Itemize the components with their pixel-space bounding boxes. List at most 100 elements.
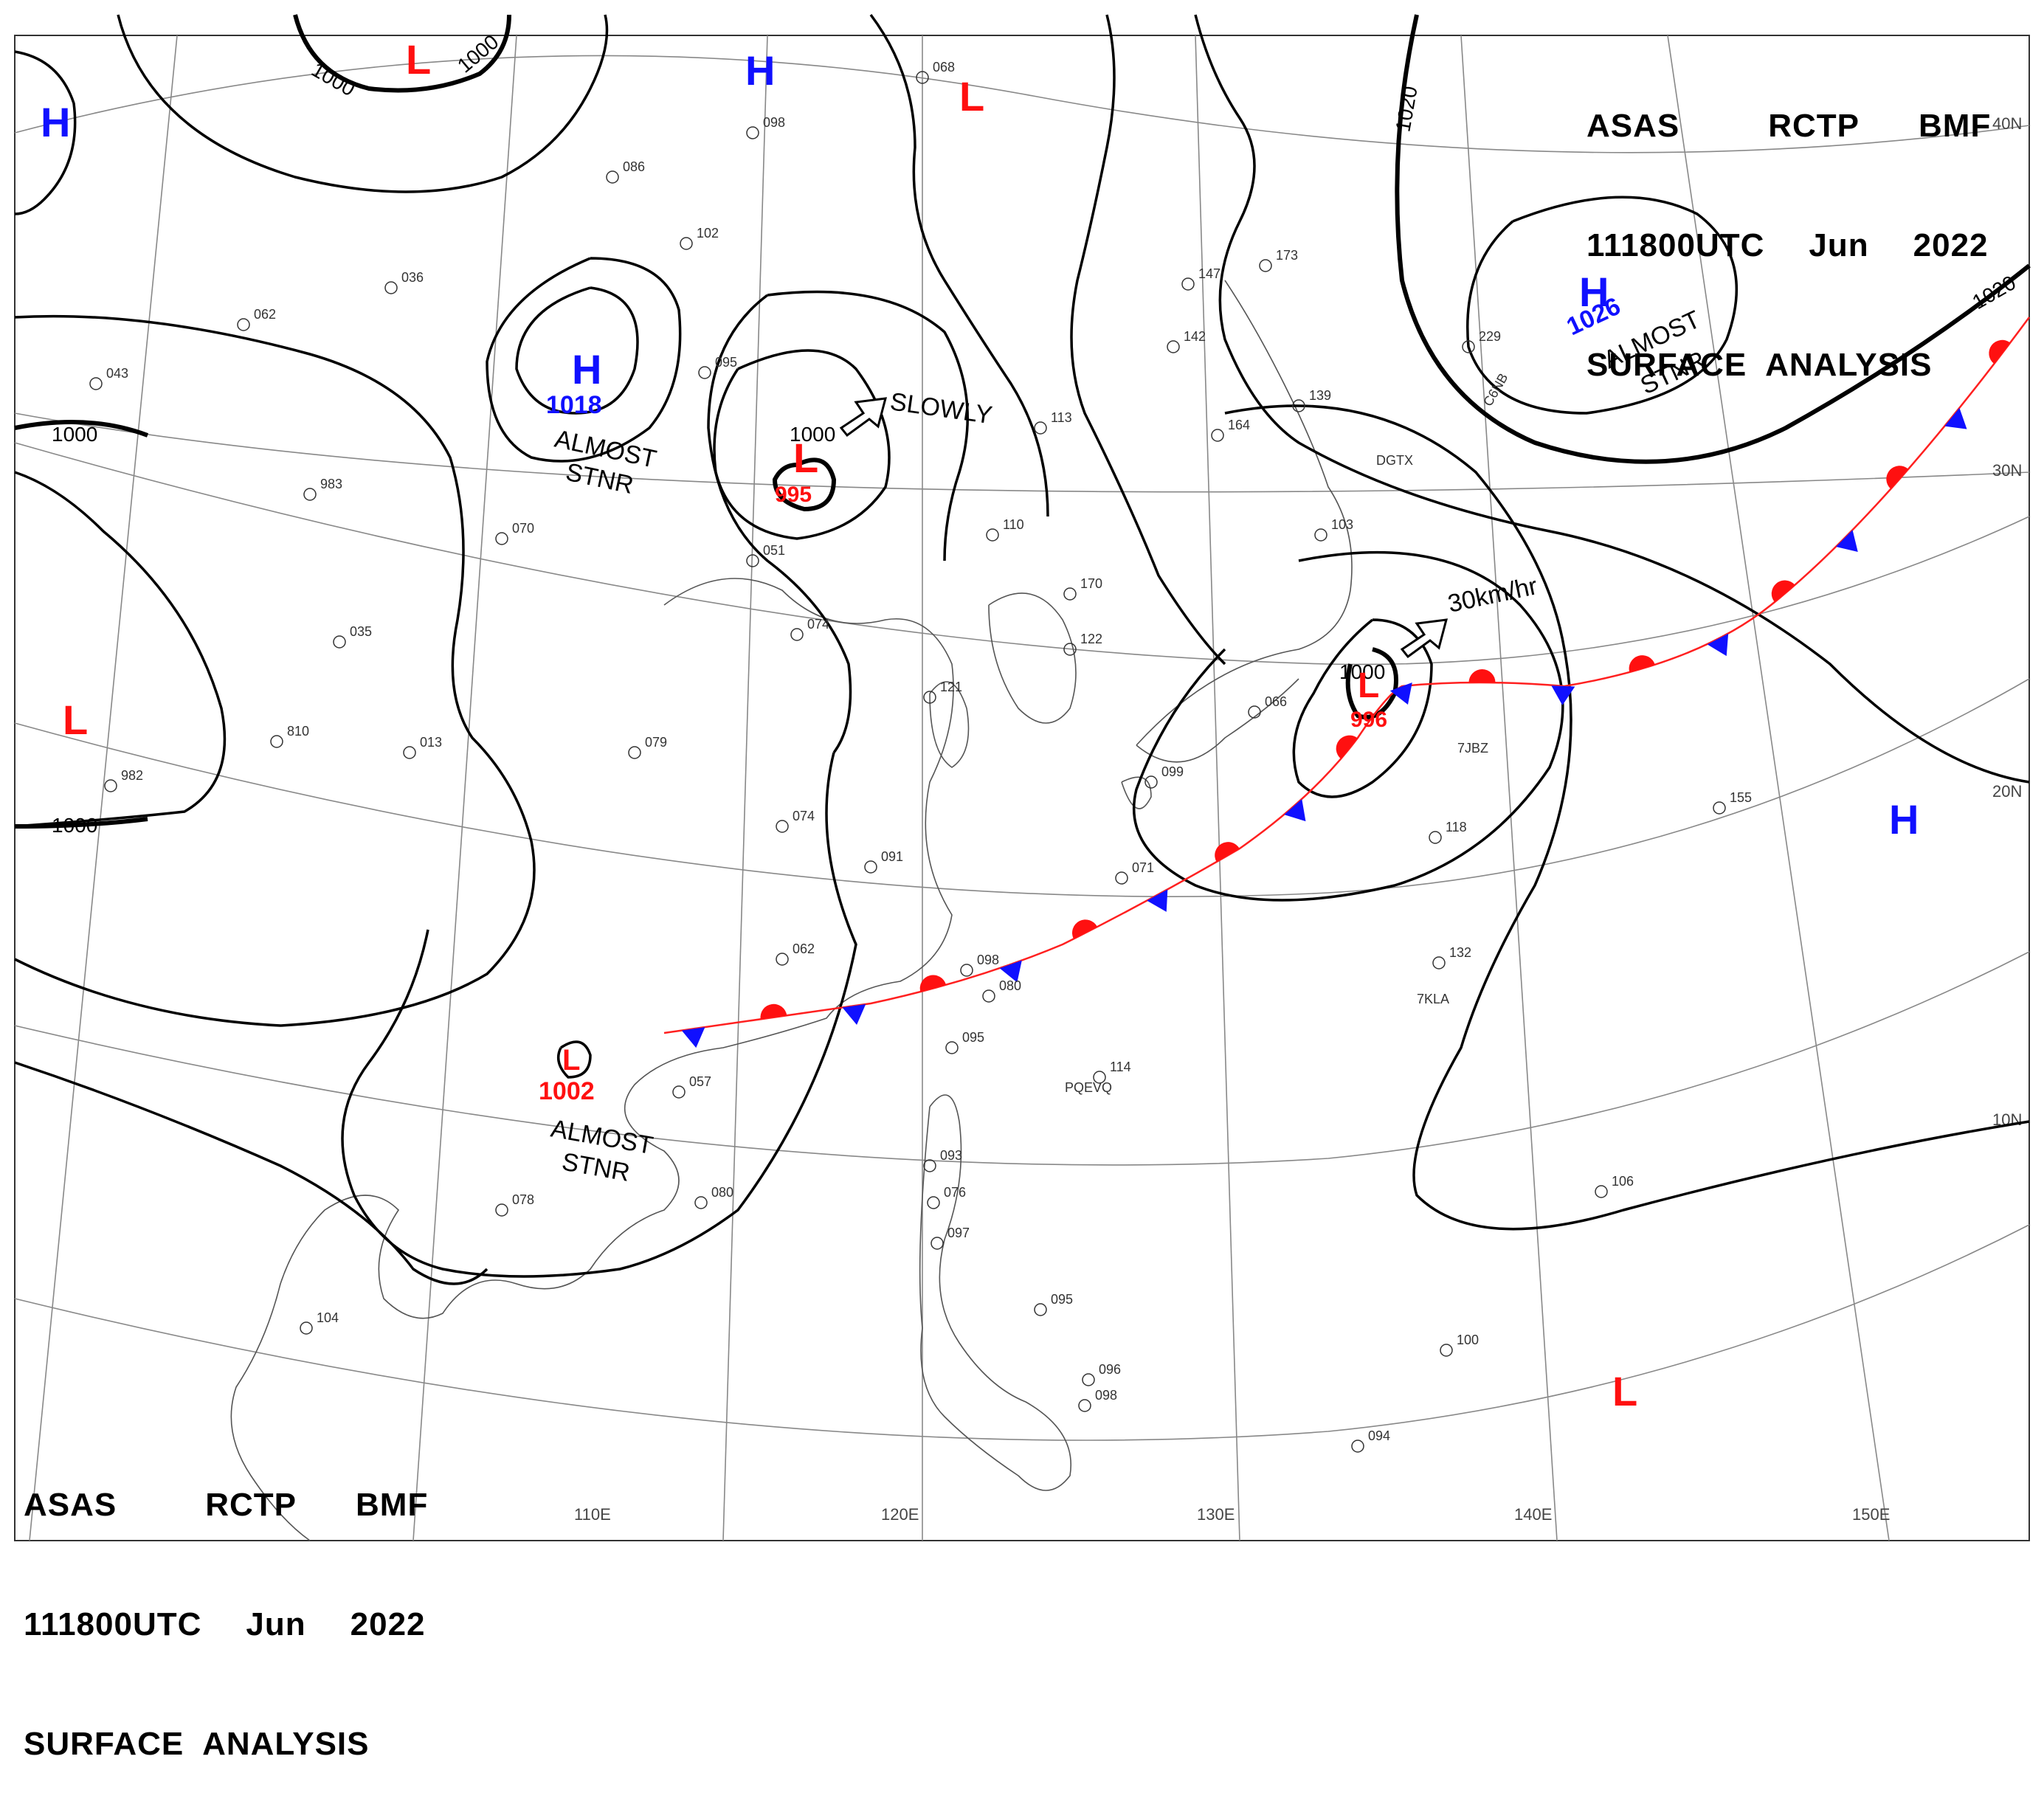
latitude-line bbox=[14, 951, 2030, 1166]
low-pressure-value: 996 bbox=[1350, 708, 1387, 732]
station-circle-icon bbox=[694, 1196, 708, 1209]
isobar bbox=[14, 1061, 488, 1285]
lat-label: 30N bbox=[1992, 461, 2022, 480]
station-pressure: 066 bbox=[1265, 694, 1287, 709]
station-pressure: 164 bbox=[1228, 418, 1250, 432]
station-circle-icon bbox=[270, 735, 283, 748]
cold-front-triangle bbox=[1707, 633, 1729, 657]
station-pressure: 013 bbox=[420, 735, 442, 750]
station-circle-icon bbox=[864, 860, 877, 874]
japan-coast bbox=[1136, 280, 1353, 763]
cold-front-triangle bbox=[1389, 682, 1412, 705]
motion-arrow-icon bbox=[1400, 618, 1449, 659]
station-circle-icon bbox=[1115, 871, 1128, 885]
header-text: 2022 bbox=[350, 1606, 426, 1642]
station-id: PQEVQ bbox=[1065, 1080, 1112, 1095]
lat-label: 40N bbox=[1992, 114, 2022, 133]
header-top: ASAS RCTP BMF 111800UTC Jun 2022 SURFACE… bbox=[1586, 27, 1991, 425]
station-pressure: 076 bbox=[944, 1185, 966, 1200]
cold-front-triangle bbox=[842, 1003, 866, 1025]
header-text: SURFACE ANALYSIS bbox=[24, 1726, 370, 1762]
isobar bbox=[14, 314, 536, 1027]
station-circle-icon bbox=[930, 1237, 944, 1250]
station-pressure: 091 bbox=[881, 849, 903, 864]
isobar-label: 1000 bbox=[52, 423, 97, 446]
high-pressure-value: 1018 bbox=[546, 391, 602, 419]
longitude-line bbox=[1460, 35, 1558, 1541]
lon-label: 120E bbox=[881, 1505, 919, 1524]
station-circle-icon bbox=[1211, 429, 1224, 442]
low-symbol: L bbox=[63, 697, 88, 743]
isobar bbox=[14, 817, 148, 829]
station-pressure: 057 bbox=[689, 1074, 711, 1089]
station-circle-icon bbox=[1314, 528, 1327, 542]
station-circle-icon bbox=[1167, 340, 1180, 353]
station-circle-icon bbox=[680, 237, 693, 250]
station-circle-icon bbox=[776, 953, 789, 966]
header-text: ASAS bbox=[1586, 108, 1680, 144]
header-line: ASAS RCTP BMF bbox=[24, 1485, 428, 1525]
station-circle-icon bbox=[1259, 259, 1272, 272]
station-circle-icon bbox=[790, 628, 804, 641]
station-circle-icon bbox=[384, 281, 398, 294]
header-bottom: ASAS RCTP BMF 111800UTC Jun 2022 SURFACE… bbox=[24, 1406, 428, 1804]
station-pressure: 079 bbox=[645, 735, 667, 750]
isobar-label: 1000 bbox=[1339, 660, 1385, 683]
station-circle-icon bbox=[403, 746, 416, 759]
isobar bbox=[1194, 14, 2030, 784]
station-pressure: 036 bbox=[401, 270, 424, 285]
cold-front-triangle bbox=[1147, 889, 1168, 912]
cold-front-triangle bbox=[1284, 798, 1306, 822]
station-pressure: 122 bbox=[1080, 632, 1102, 646]
station-pressure: 095 bbox=[1051, 1292, 1073, 1307]
station-pressure: 100 bbox=[1457, 1333, 1479, 1347]
latitude-line bbox=[14, 55, 2030, 153]
station-circle-icon bbox=[1093, 1071, 1106, 1084]
station-circle-icon bbox=[495, 532, 508, 545]
low-pressure-value: 1002 bbox=[539, 1077, 595, 1105]
station-pressure: 147 bbox=[1198, 266, 1220, 281]
high-symbol: H bbox=[1889, 796, 1919, 843]
lon-label: 140E bbox=[1514, 1505, 1552, 1524]
header-line: 111800UTC Jun 2022 bbox=[24, 1605, 428, 1645]
header-line: 111800UTC Jun 2022 bbox=[1586, 226, 1991, 266]
latitude-line bbox=[14, 678, 2030, 897]
warm-front-semicircle bbox=[1072, 919, 1098, 939]
cold-front-triangle bbox=[1551, 685, 1575, 705]
isobar bbox=[14, 50, 77, 215]
isobars bbox=[14, 13, 2031, 1285]
station-circle-icon bbox=[1063, 587, 1077, 601]
station-pressure: 080 bbox=[711, 1185, 733, 1200]
latitude-line bbox=[14, 442, 2030, 666]
station-pressure: 086 bbox=[623, 159, 645, 174]
front-symbols bbox=[681, 339, 2011, 1048]
station-circle-icon bbox=[237, 318, 250, 331]
isobar bbox=[1132, 550, 1564, 902]
station-circle-icon bbox=[1144, 775, 1158, 789]
map-frame bbox=[14, 35, 2030, 1541]
warm-front-semicircle bbox=[1336, 735, 1358, 759]
station-circle-icon bbox=[746, 554, 759, 567]
station-pressure: 095 bbox=[962, 1030, 984, 1045]
isobar bbox=[869, 13, 1226, 666]
header-text: ASAS bbox=[24, 1487, 117, 1523]
header-text: BMF bbox=[1919, 108, 1992, 144]
low-symbol: L bbox=[562, 1044, 580, 1076]
isobar bbox=[556, 1040, 592, 1079]
header-line: ASAS RCTP BMF bbox=[1586, 106, 1991, 146]
station-pressure: 074 bbox=[807, 617, 829, 632]
weather-map: 110E 120E 130E 140E 150E 40N 30N 20N 10N bbox=[14, 13, 2031, 1541]
longitude-line bbox=[412, 35, 517, 1541]
isobar bbox=[486, 257, 682, 463]
station-circle-icon bbox=[1713, 801, 1726, 815]
isobar bbox=[772, 457, 837, 512]
station-circle-icon bbox=[672, 1085, 686, 1099]
station-pressure: 096 bbox=[1099, 1362, 1121, 1377]
isobar bbox=[1292, 618, 1433, 798]
warm-front-semicircle bbox=[1468, 669, 1496, 683]
station-pressure: 071 bbox=[1132, 860, 1154, 875]
station-pressure: 094 bbox=[1368, 1428, 1390, 1443]
low-symbol: L bbox=[1358, 666, 1379, 705]
station-circle-icon bbox=[1292, 399, 1305, 412]
station-id: DGTX bbox=[1376, 453, 1413, 468]
